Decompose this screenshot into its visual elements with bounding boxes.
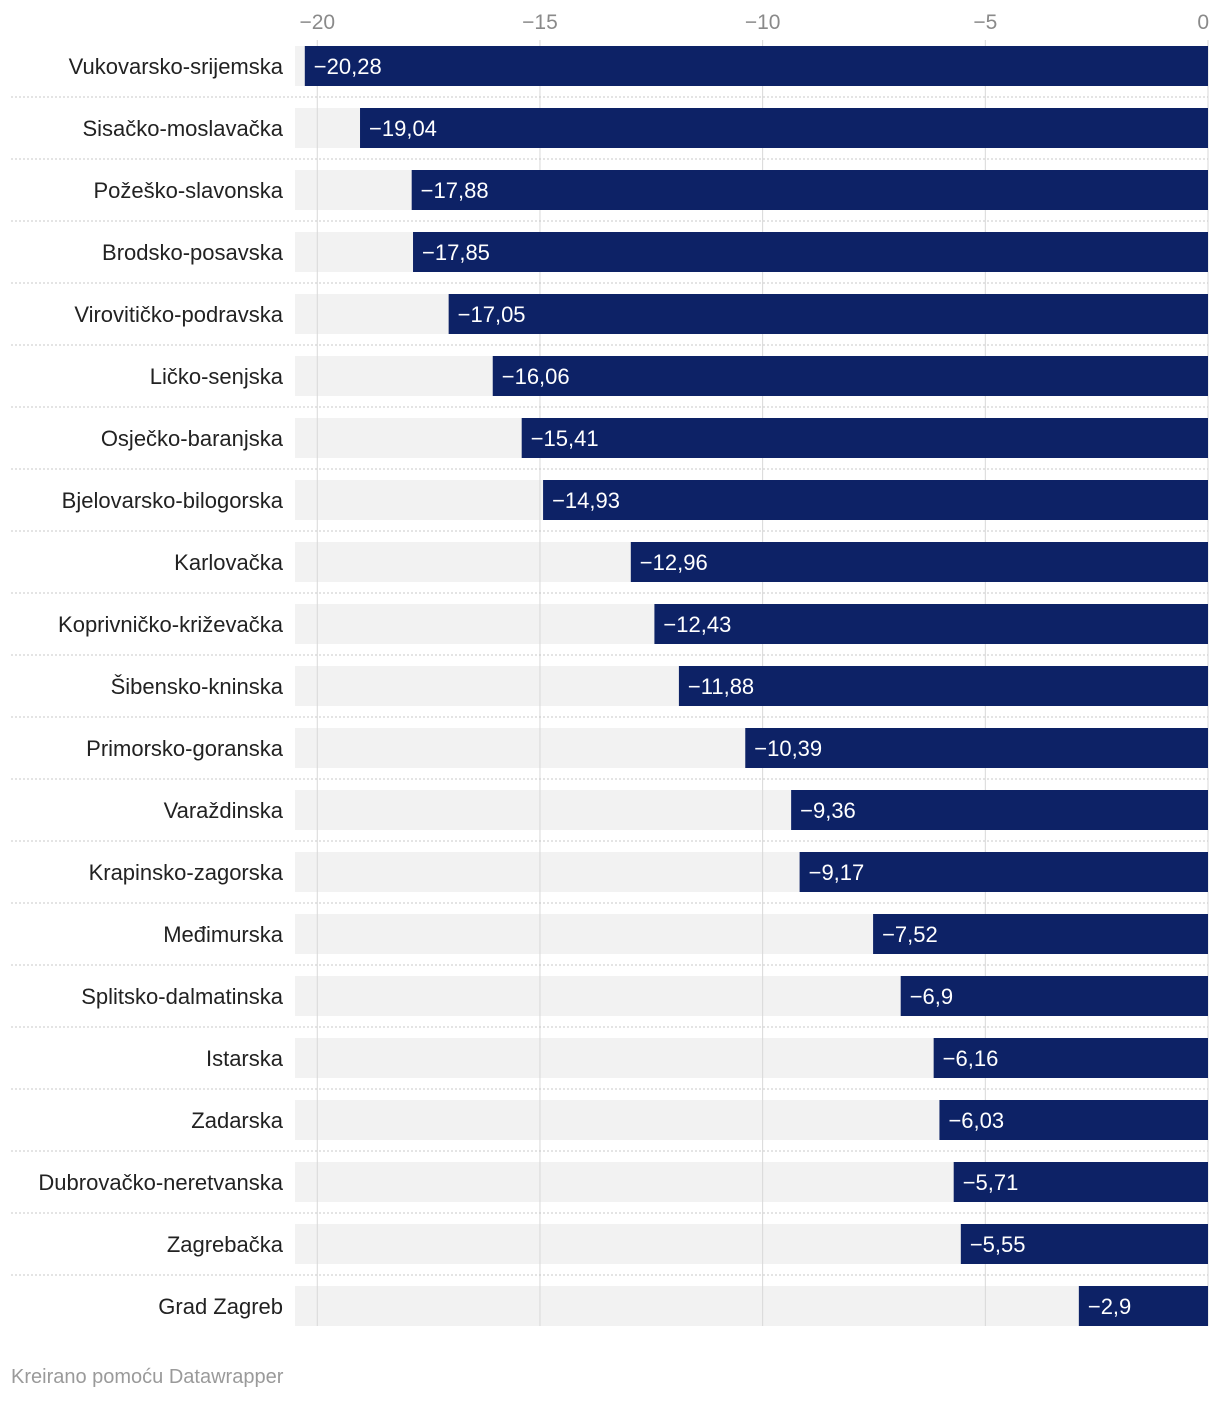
category-label: Međimurska: [163, 922, 284, 947]
x-tick-label: 0: [1197, 11, 1209, 34]
category-label: Požeško-slavonska: [93, 178, 283, 203]
value-label: −11,88: [688, 674, 754, 699]
category-label: Brodsko-posavska: [102, 240, 284, 265]
bar: [799, 852, 1208, 892]
value-label: −6,03: [948, 1108, 1004, 1133]
bar: [939, 1100, 1208, 1140]
bar: [678, 666, 1208, 706]
bar: [521, 418, 1208, 458]
category-label: Krapinsko-zagorska: [89, 860, 284, 885]
value-label: −2,9: [1088, 1294, 1131, 1319]
bar: [960, 1224, 1208, 1264]
value-label: −17,05: [458, 302, 526, 327]
value-label: −14,93: [552, 488, 620, 513]
bar: [411, 170, 1208, 210]
value-label: −19,04: [369, 116, 437, 141]
category-label: Karlovačka: [174, 550, 284, 575]
bar: [933, 1038, 1208, 1078]
bar: [654, 604, 1208, 644]
bar: [873, 914, 1208, 954]
category-label: Ličko-senjska: [150, 364, 284, 389]
bar: [448, 294, 1208, 334]
category-label: Varaždinska: [164, 798, 284, 823]
category-label: Dubrovačko-neretvanska: [38, 1170, 283, 1195]
value-label: −15,41: [531, 426, 599, 451]
bar: [413, 232, 1208, 272]
category-label: Splitsko-dalmatinska: [81, 984, 284, 1009]
category-label: Primorsko-goranska: [86, 736, 284, 761]
category-label: Bjelovarsko-bilogorska: [62, 488, 284, 513]
credit-text: Kreirano pomoću Datawrapper: [11, 1366, 284, 1388]
value-label: −16,06: [502, 364, 570, 389]
x-tick-label: −10: [745, 11, 781, 34]
value-label: −10,39: [754, 736, 822, 761]
value-label: −17,85: [422, 240, 490, 265]
x-tick-label: −20: [299, 11, 335, 34]
bar-track: [295, 1286, 1208, 1326]
value-label: −9,36: [800, 798, 856, 823]
value-label: −5,71: [963, 1170, 1019, 1195]
bar: [745, 728, 1208, 768]
category-label: Koprivničko-križevačka: [58, 612, 284, 637]
value-label: −17,88: [421, 178, 489, 203]
bar: [900, 976, 1208, 1016]
category-label: Zagrebačka: [167, 1232, 284, 1257]
value-label: −12,96: [640, 550, 708, 575]
x-tick-label: −5: [973, 11, 997, 34]
category-label: Istarska: [206, 1046, 284, 1071]
category-label: Šibensko-kninska: [111, 674, 284, 699]
category-label: Sisačko-moslavačka: [82, 116, 283, 141]
bar: [630, 542, 1208, 582]
bar: [492, 356, 1208, 396]
bar: [953, 1162, 1208, 1202]
category-label: Grad Zagreb: [158, 1294, 283, 1319]
category-label: Virovitičko-podravska: [74, 302, 283, 327]
category-label: Zadarska: [191, 1108, 283, 1133]
bar: [543, 480, 1208, 520]
value-label: −12,43: [663, 612, 731, 637]
value-label: −6,9: [910, 984, 953, 1009]
value-label: −7,52: [882, 922, 938, 947]
bar: [1078, 1286, 1208, 1326]
value-label: −5,55: [970, 1232, 1026, 1257]
bar: [304, 46, 1208, 86]
category-label: Osječko-baranjska: [101, 426, 284, 451]
x-tick-label: −15: [522, 11, 558, 34]
value-label: −6,16: [943, 1046, 999, 1071]
bar: [360, 108, 1208, 148]
value-label: −9,17: [809, 860, 865, 885]
value-label: −20,28: [314, 54, 382, 79]
bar-chart: −20 −15 −10 −5 0 Vukovarsko-srijemska −20,28 Si…: [11, 11, 1209, 1326]
bar: [791, 790, 1208, 830]
category-label: Vukovarsko-srijemska: [69, 54, 284, 79]
